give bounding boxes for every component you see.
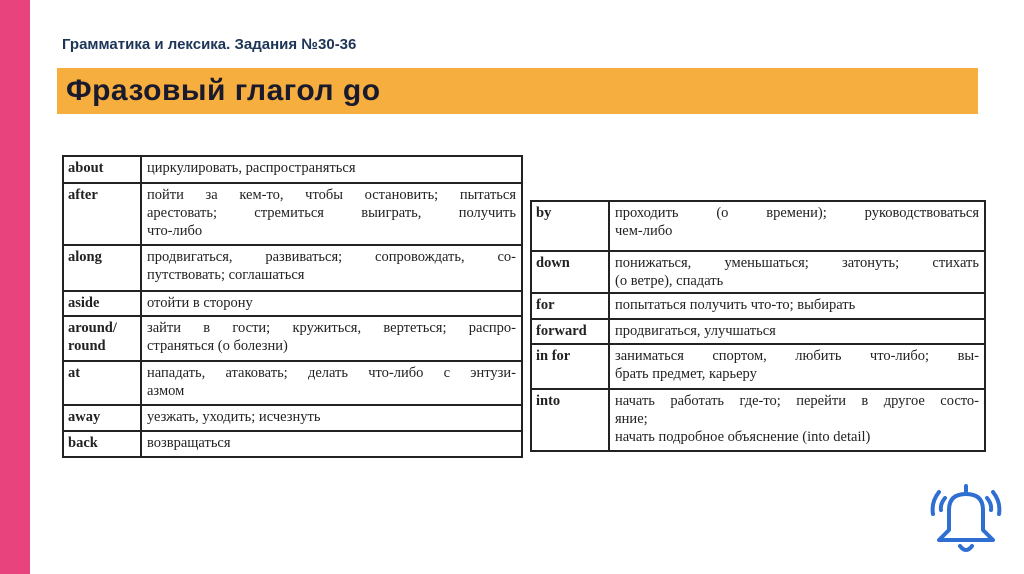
meaning: заниматься спортом, любить что-либо; вы-… bbox=[610, 345, 984, 388]
meaning-line: циркулировать, распространяться bbox=[147, 160, 356, 176]
meaning-line: яние; bbox=[615, 411, 648, 427]
meaning: продвигаться, улучшаться bbox=[610, 320, 984, 343]
phrasal-particle: into bbox=[532, 390, 610, 450]
phrasal-particle: back bbox=[64, 432, 142, 456]
meaning-line: чем-либо bbox=[615, 223, 673, 239]
phrasal-particle: at bbox=[64, 362, 142, 404]
meaning: начать работать где-то; перейти в другое… bbox=[610, 390, 984, 450]
phrasal-particle: forward bbox=[532, 320, 610, 343]
table-row: by проходить (о времени); руководствовать… bbox=[532, 202, 984, 252]
meaning-line: проходить (о времени); руководствоваться bbox=[615, 205, 979, 221]
meaning-line: отойти в сторону bbox=[147, 295, 253, 311]
meaning: продвигаться, развиваться; сопровождать,… bbox=[142, 246, 521, 290]
phrasal-verb-table-right: by проходить (о времени); руководствовать… bbox=[530, 200, 986, 452]
slide-subtitle: Грамматика и лексика. Задания №30-36 bbox=[62, 36, 357, 53]
table-row: around/ round зайти в гости; кружиться, в… bbox=[64, 317, 521, 362]
meaning: понижаться, уменьшаться; затонуть; стиха… bbox=[610, 252, 984, 292]
table-row: back возвращаться bbox=[64, 432, 521, 458]
table-row: aside отойти в сторону bbox=[64, 292, 521, 317]
phrasal-particle: along bbox=[64, 246, 142, 290]
meaning-line: азмом bbox=[147, 383, 185, 399]
meaning-line: что-либо bbox=[147, 223, 203, 239]
table-row: away уезжать, уходить; исчезнуть bbox=[64, 406, 521, 432]
title-bar: Фразовый глагол go bbox=[57, 68, 978, 114]
meaning: отойти в сторону bbox=[142, 292, 521, 315]
meaning: пойти за кем-то, чтобы остановить; пытат… bbox=[142, 184, 521, 244]
meaning-line: зайти в гости; кружиться, вертеться; рас… bbox=[147, 320, 516, 336]
phrasal-particle: around/ round bbox=[64, 317, 142, 360]
bell-icon bbox=[930, 484, 1002, 552]
phrasal-particle: for bbox=[532, 294, 610, 318]
meaning-line: понижаться, уменьшаться; затонуть; стиха… bbox=[615, 255, 979, 271]
meaning-line: продвигаться, развиваться; сопровождать,… bbox=[147, 249, 516, 265]
meaning-line: начать подробное объяснение (into detail… bbox=[615, 429, 871, 445]
table-row: down понижаться, уменьшаться; затонуть; с… bbox=[532, 252, 984, 294]
meaning: нападать, атаковать; делать что-либо с э… bbox=[142, 362, 521, 404]
phrasal-particle: about bbox=[64, 157, 142, 182]
phrasal-particle: aside bbox=[64, 292, 142, 315]
phrasal-particle: in for bbox=[532, 345, 610, 388]
meaning-line: пойти за кем-то, чтобы остановить; пытат… bbox=[147, 187, 516, 203]
meaning-line: путствовать; соглашаться bbox=[147, 267, 305, 283]
accent-sidebar-bar bbox=[0, 0, 30, 574]
phrasal-particle: after bbox=[64, 184, 142, 244]
table-row: for попытаться получить что-то; выбирать bbox=[532, 294, 984, 320]
phrasal-verb-table-left: about циркулировать, распространяться afte… bbox=[62, 155, 523, 458]
table-row: after пойти за кем-то, чтобы остановить; … bbox=[64, 184, 521, 246]
meaning-line: начать работать где-то; перейти в другое… bbox=[615, 393, 979, 409]
table-row: at нападать, атаковать; делать что-либо с… bbox=[64, 362, 521, 406]
phrasal-particle: away bbox=[64, 406, 142, 430]
meaning: зайти в гости; кружиться, вертеться; рас… bbox=[142, 317, 521, 360]
table-row: in for заниматься спортом, любить что-либ… bbox=[532, 345, 984, 390]
table-row: into начать работать где-то; перейти в др… bbox=[532, 390, 984, 452]
table-row: along продвигаться, развиваться; сопровож… bbox=[64, 246, 521, 292]
meaning: возвращаться bbox=[142, 432, 521, 456]
meaning-line: попытаться получить что-то; выбирать bbox=[615, 297, 856, 313]
meaning-line: нападать, атаковать; делать что-либо с э… bbox=[147, 365, 516, 381]
meaning-line: возвращаться bbox=[147, 435, 231, 451]
table-row: forward продвигаться, улучшаться bbox=[532, 320, 984, 345]
meaning: попытаться получить что-то; выбирать bbox=[610, 294, 984, 318]
meaning-line: уезжать, уходить; исчезнуть bbox=[147, 409, 321, 425]
table-row: about циркулировать, распространяться bbox=[64, 157, 521, 184]
meaning: уезжать, уходить; исчезнуть bbox=[142, 406, 521, 430]
meaning: циркулировать, распространяться bbox=[142, 157, 521, 182]
meaning: проходить (о времени); руководствоваться… bbox=[610, 202, 984, 250]
meaning-line: (о ветре), спадать bbox=[615, 273, 724, 289]
slide-title: Фразовый глагол go bbox=[66, 74, 381, 107]
meaning-line: продвигаться, улучшаться bbox=[615, 323, 776, 339]
meaning-line: заниматься спортом, любить что-либо; вы- bbox=[615, 348, 979, 364]
meaning-line: страняться (о болезни) bbox=[147, 338, 288, 354]
phrasal-particle: by bbox=[532, 202, 610, 250]
phrasal-particle: down bbox=[532, 252, 610, 292]
meaning-line: брать предмет, карьеру bbox=[615, 366, 757, 382]
meaning-line: арестовать; стремиться выиграть, получит… bbox=[147, 205, 516, 221]
